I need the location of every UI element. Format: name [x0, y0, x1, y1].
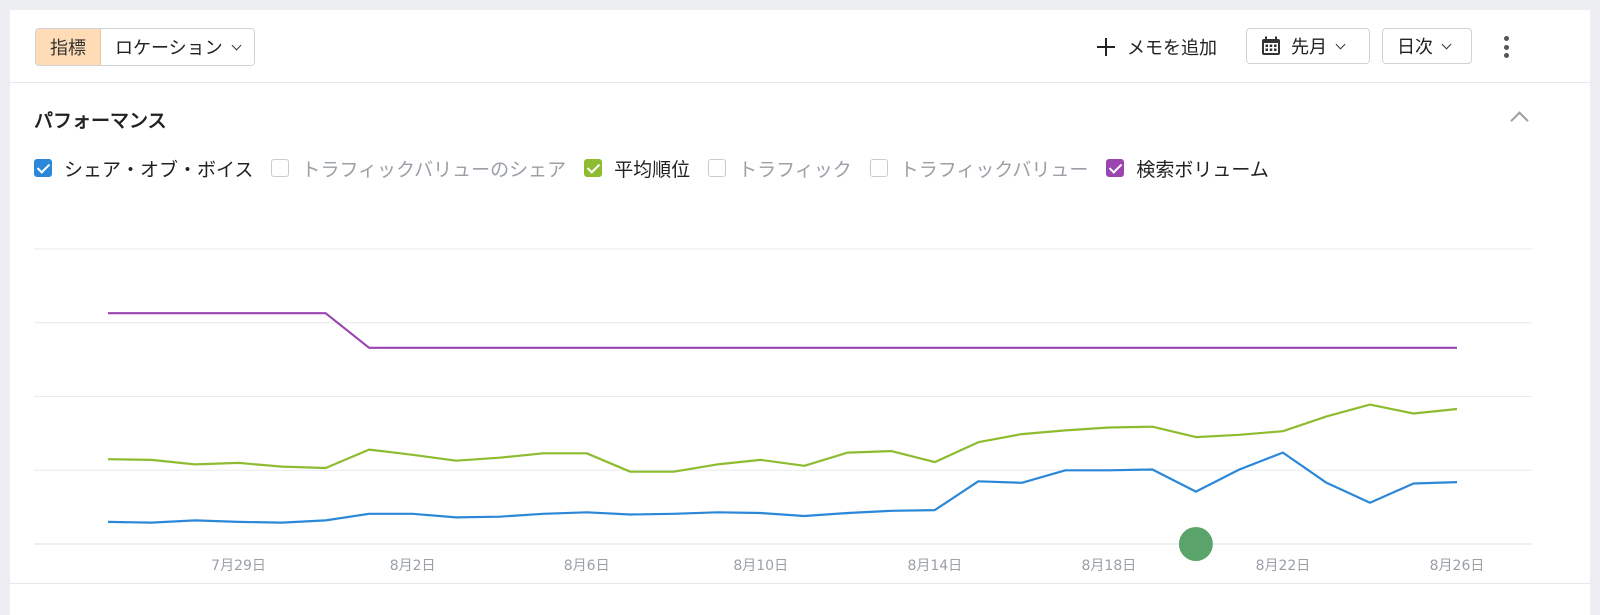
- location-dropdown[interactable]: ロケーション: [101, 29, 254, 65]
- checkbox-icon[interactable]: [1106, 159, 1125, 177]
- x-tick-label: 8月18日: [1082, 558, 1137, 574]
- more-options-icon[interactable]: [1500, 36, 1512, 58]
- checkbox-icon[interactable]: [869, 159, 888, 177]
- calendar-icon: [1262, 36, 1280, 55]
- legend-item-traffic[interactable]: トラフィック: [708, 155, 852, 182]
- x-tick-label: 8月26日: [1430, 558, 1485, 574]
- plus-icon: [1097, 38, 1115, 56]
- legend-label: トラフィックバリュー: [899, 158, 1089, 181]
- checkbox-icon[interactable]: [34, 159, 52, 177]
- metric-location-selector[interactable]: 指標 ロケーション: [35, 28, 255, 66]
- performance-line-chart: 7月29日 8月2日 8月6日 8月10日 8月14日 8月18日 8月22日 8月26日: [34, 248, 1532, 574]
- add-memo-button[interactable]: メモを追加: [1097, 32, 1217, 62]
- divider: [10, 583, 1590, 584]
- metric-tag: 指標: [36, 29, 101, 65]
- location-label: ロケーション: [115, 38, 223, 59]
- legend-item-share-of-voice[interactable]: シェア・オブ・ボイス: [34, 155, 253, 182]
- checkbox-icon[interactable]: [271, 159, 290, 177]
- chevron-up-icon[interactable]: [1510, 111, 1529, 130]
- checkbox-icon[interactable]: [584, 159, 603, 177]
- granularity-dropdown[interactable]: 日次: [1382, 28, 1472, 64]
- series-line-0: [108, 312, 1457, 349]
- granularity-label: 日次: [1397, 37, 1433, 58]
- legend-item-average-position[interactable]: 平均順位: [584, 155, 690, 182]
- chevron-down-icon: [231, 40, 242, 50]
- legend-label: 検索ボリューム: [1136, 158, 1269, 181]
- period-dropdown[interactable]: 先月: [1246, 28, 1370, 64]
- x-tick-label: 7月29日: [211, 558, 266, 574]
- legend-item-search-volume[interactable]: 検索ボリューム: [1106, 155, 1269, 182]
- x-tick-label: 8月2日: [390, 558, 436, 574]
- legend-label: トラフィック: [738, 158, 852, 181]
- performance-card: 指標 ロケーション メモを追加 先月: [10, 10, 1590, 615]
- memo-marker: [1178, 527, 1213, 561]
- legend-label: 平均順位: [614, 158, 691, 181]
- checkbox-icon[interactable]: [708, 159, 727, 177]
- x-tick-label: 8月10日: [733, 558, 788, 574]
- legend-label: シェア・オブ・ボイス: [64, 158, 254, 181]
- add-memo-label: メモを追加: [1127, 38, 1217, 59]
- chevron-down-icon: [1441, 39, 1452, 49]
- section-title: パフォーマンス: [34, 110, 167, 132]
- toolbar: 指標 ロケーション メモを追加 先月: [10, 10, 1590, 83]
- x-tick-label: 8月22日: [1256, 558, 1311, 574]
- x-tick-label: 8月6日: [564, 558, 610, 574]
- x-tick-label: 8月14日: [907, 558, 962, 574]
- legend-item-traffic-value-share[interactable]: トラフィックバリューのシェア: [271, 155, 566, 182]
- series-line-1: [107, 403, 1458, 473]
- series-line-2: [107, 451, 1458, 524]
- metric-legend: シェア・オブ・ボイス トラフィックバリューのシェア 平均順位 トラフィック トラ…: [34, 154, 1287, 182]
- period-label: 先月: [1291, 37, 1327, 58]
- legend-item-traffic-value[interactable]: トラフィックバリュー: [869, 155, 1089, 182]
- chevron-down-icon: [1335, 39, 1346, 49]
- legend-label: トラフィックバリューのシェア: [301, 158, 567, 181]
